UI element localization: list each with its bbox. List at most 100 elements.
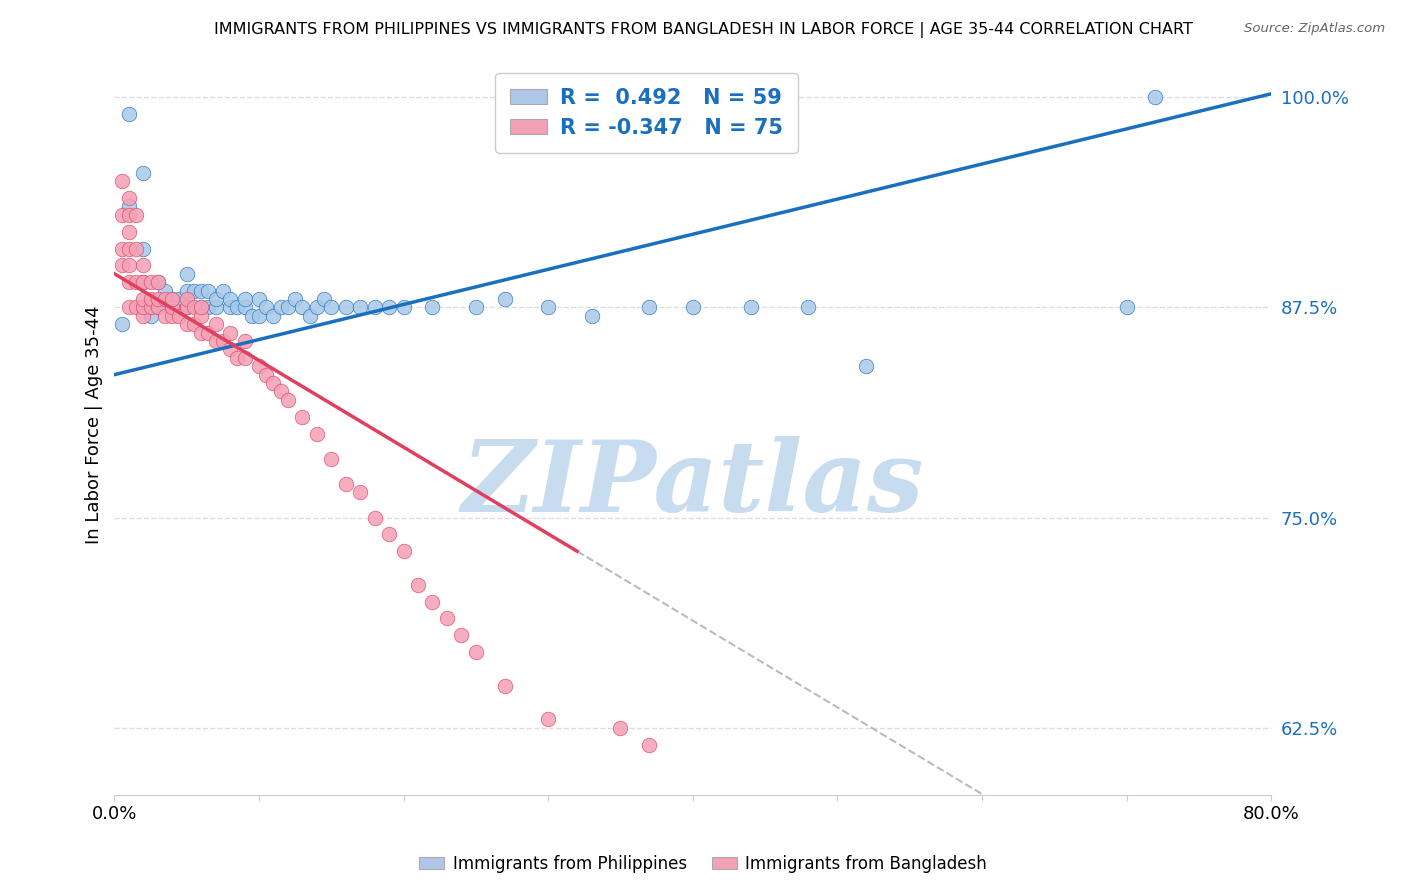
Point bbox=[132, 242, 155, 256]
Point bbox=[537, 855, 560, 870]
Point bbox=[254, 368, 277, 382]
Point bbox=[335, 477, 357, 491]
Point bbox=[118, 208, 141, 222]
Point bbox=[233, 301, 256, 315]
Point bbox=[247, 359, 270, 374]
Point bbox=[153, 292, 176, 306]
Point bbox=[162, 292, 184, 306]
Point bbox=[219, 343, 242, 357]
Point bbox=[111, 208, 134, 222]
Point bbox=[262, 376, 284, 390]
Point bbox=[406, 578, 429, 592]
Point bbox=[204, 301, 226, 315]
Point bbox=[125, 242, 148, 256]
Point bbox=[211, 334, 233, 348]
Point bbox=[247, 309, 270, 323]
Point bbox=[797, 301, 820, 315]
Point bbox=[139, 275, 162, 289]
Point bbox=[132, 258, 155, 272]
Point bbox=[118, 107, 141, 121]
Point bbox=[204, 317, 226, 331]
Point bbox=[233, 292, 256, 306]
Point bbox=[162, 309, 184, 323]
Point bbox=[537, 301, 560, 315]
Point bbox=[139, 301, 162, 315]
Point bbox=[183, 317, 205, 331]
Point bbox=[153, 284, 176, 298]
Point bbox=[176, 284, 198, 298]
Point bbox=[111, 242, 134, 256]
Point bbox=[581, 309, 603, 323]
Point bbox=[1144, 90, 1167, 104]
Point bbox=[226, 351, 249, 365]
Point bbox=[162, 301, 184, 315]
Point bbox=[118, 242, 141, 256]
Point bbox=[226, 301, 249, 315]
Point bbox=[392, 301, 415, 315]
Point bbox=[436, 611, 458, 625]
Point bbox=[321, 451, 343, 466]
Point bbox=[609, 721, 631, 735]
Text: IMMIGRANTS FROM PHILIPPINES VS IMMIGRANTS FROM BANGLADESH IN LABOR FORCE | AGE 3: IMMIGRANTS FROM PHILIPPINES VS IMMIGRANT… bbox=[214, 22, 1192, 38]
Point bbox=[321, 301, 343, 315]
Point bbox=[378, 527, 401, 541]
Point bbox=[146, 301, 169, 315]
Point bbox=[682, 301, 704, 315]
Point bbox=[176, 301, 198, 315]
Point bbox=[146, 292, 169, 306]
Point bbox=[305, 426, 328, 441]
Point bbox=[162, 292, 184, 306]
Point bbox=[211, 284, 233, 298]
Point bbox=[464, 645, 486, 659]
Point bbox=[335, 301, 357, 315]
Point bbox=[464, 301, 486, 315]
Point bbox=[638, 738, 661, 752]
Point bbox=[118, 301, 141, 315]
Point bbox=[169, 309, 191, 323]
Legend: Immigrants from Philippines, Immigrants from Bangladesh: Immigrants from Philippines, Immigrants … bbox=[412, 848, 994, 880]
Point bbox=[422, 301, 444, 315]
Point bbox=[494, 679, 516, 693]
Point bbox=[270, 384, 292, 399]
Legend: R =  0.492   N = 59, R = -0.347   N = 75: R = 0.492 N = 59, R = -0.347 N = 75 bbox=[495, 73, 797, 153]
Point bbox=[111, 258, 134, 272]
Point bbox=[291, 409, 314, 424]
Point bbox=[422, 595, 444, 609]
Point bbox=[247, 292, 270, 306]
Point bbox=[204, 292, 226, 306]
Point bbox=[146, 301, 169, 315]
Point bbox=[537, 712, 560, 726]
Point bbox=[125, 301, 148, 315]
Point bbox=[153, 309, 176, 323]
Point bbox=[146, 275, 169, 289]
Point bbox=[125, 275, 148, 289]
Point bbox=[1115, 301, 1137, 315]
Point bbox=[118, 225, 141, 239]
Point bbox=[305, 301, 328, 315]
Point bbox=[450, 822, 472, 836]
Point bbox=[197, 301, 219, 315]
Point bbox=[183, 301, 205, 315]
Point bbox=[111, 174, 134, 188]
Point bbox=[139, 309, 162, 323]
Point bbox=[190, 301, 212, 315]
Point bbox=[240, 309, 263, 323]
Point bbox=[349, 301, 371, 315]
Point bbox=[349, 485, 371, 500]
Point bbox=[176, 292, 198, 306]
Point bbox=[176, 301, 198, 315]
Point bbox=[254, 301, 277, 315]
Point bbox=[169, 292, 191, 306]
Point bbox=[494, 292, 516, 306]
Point bbox=[125, 208, 148, 222]
Point bbox=[183, 284, 205, 298]
Point bbox=[233, 351, 256, 365]
Point bbox=[219, 292, 242, 306]
Point bbox=[270, 301, 292, 315]
Point bbox=[855, 359, 877, 374]
Point bbox=[132, 301, 155, 315]
Point bbox=[118, 258, 141, 272]
Point bbox=[422, 805, 444, 819]
Point bbox=[284, 292, 307, 306]
Point bbox=[118, 199, 141, 213]
